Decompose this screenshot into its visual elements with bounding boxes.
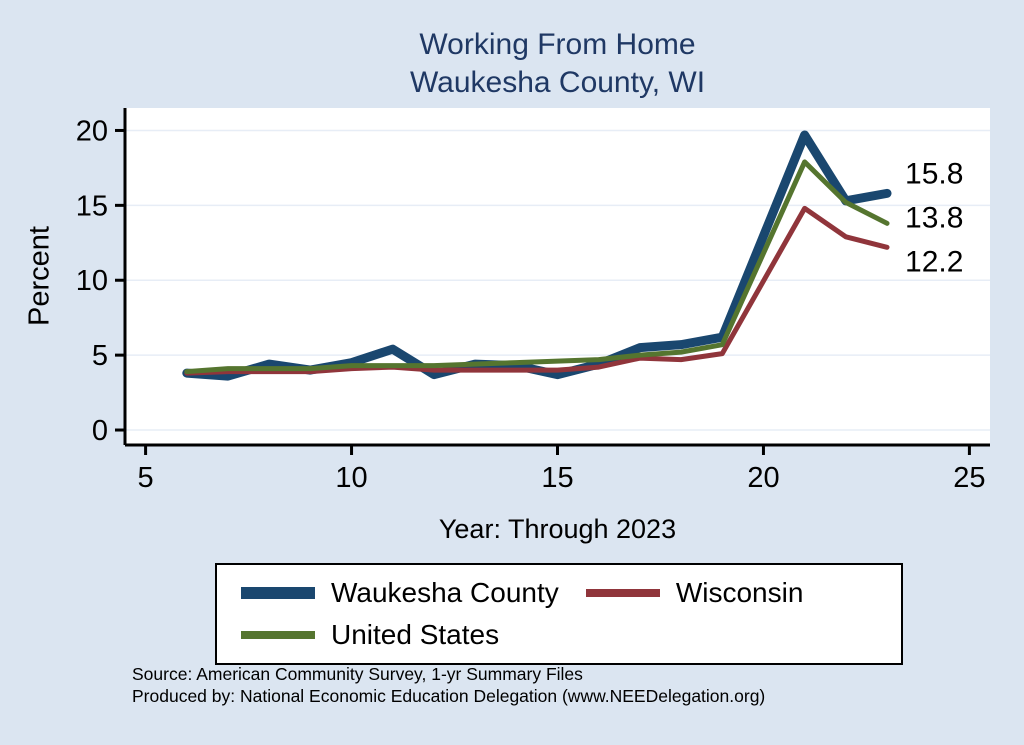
x-tick-label: 25 — [953, 462, 985, 494]
produced-by-line: Produced by: National Economic Education… — [132, 686, 766, 707]
source-note: Source: American Community Survey, 1-yr … — [132, 663, 765, 708]
source-line: Source: American Community Survey, 1-yr … — [132, 664, 583, 684]
y-axis-title: Percent — [23, 226, 56, 326]
series-line-wisconsin — [184, 205, 890, 376]
y-tick-label: 20 — [76, 115, 108, 147]
chart-title-line2: Waukesha County, WI — [409, 65, 706, 99]
y-tick-label: 15 — [76, 190, 108, 222]
legend-label-wisconsin: Wisconsin — [675, 577, 804, 608]
chart-title-line1: Working From Home — [419, 28, 696, 61]
end-value-label-wisconsin: 12.2 — [905, 245, 963, 278]
y-tick-label: 10 — [76, 265, 108, 297]
end-value-label-united-states: 13.8 — [905, 201, 963, 234]
x-axis-title: Year: Through 2023 — [438, 514, 677, 544]
y-tick-label: 5 — [92, 340, 108, 372]
legend-item-waukesha-county: Waukesha County — [241, 577, 576, 609]
legend-swatch-wisconsin — [585, 589, 660, 597]
x-tick-label: 20 — [747, 462, 779, 494]
legend-swatch-united-states — [241, 631, 315, 639]
legend: Waukesha County Wisconsin United States — [215, 563, 903, 665]
legend-swatch-waukesha-county — [241, 587, 315, 599]
x-tick-label: 10 — [335, 462, 367, 494]
y-tick-label: 0 — [92, 415, 108, 447]
end-value-label-waukesha-county: 15.8 — [905, 157, 963, 190]
chart-title: Working From Home Waukesha County, WI — [125, 26, 990, 101]
x-tick-label: 15 — [541, 462, 573, 494]
x-tick-label: 5 — [138, 462, 154, 494]
legend-item-united-states: United States — [241, 619, 576, 651]
legend-item-wisconsin: Wisconsin — [585, 577, 877, 609]
legend-label-united-states: United States — [331, 619, 500, 650]
plot-background — [125, 108, 990, 445]
legend-label-waukesha-county: Waukesha County — [331, 577, 559, 608]
series-line-united-states — [184, 159, 890, 375]
